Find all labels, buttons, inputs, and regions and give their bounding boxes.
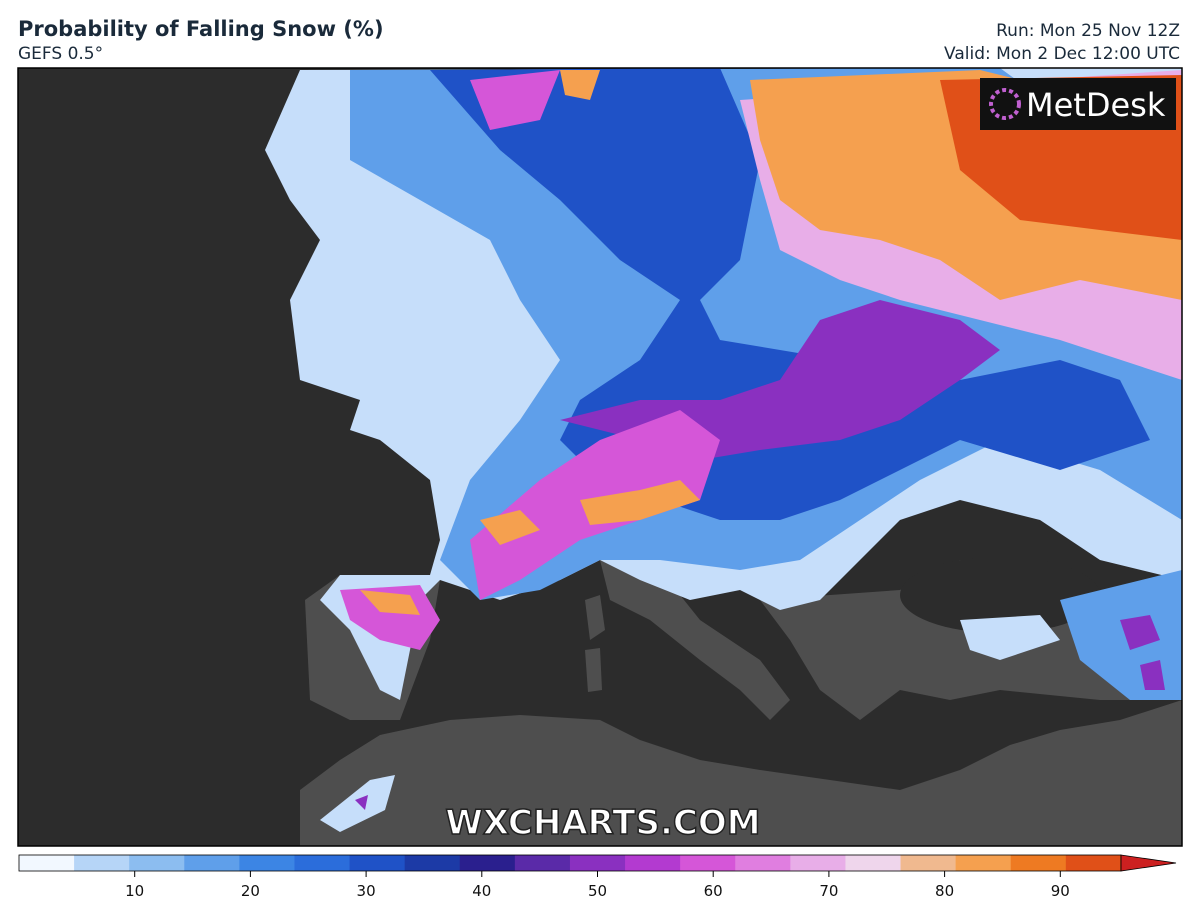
colorbar-tick-label: 80: [935, 882, 954, 900]
logo-box: [980, 78, 1176, 130]
colorbar-swatch: [459, 855, 516, 871]
logo: MetDesk: [1026, 86, 1166, 124]
colorbar-arrow: [1120, 854, 1177, 872]
colorbar-swatch: [955, 855, 1012, 871]
colorbar-swatch: [1065, 855, 1122, 871]
snow-purple: [355, 795, 368, 810]
colorbar-swatch: [735, 855, 791, 871]
colorbar-tick-label: 20: [241, 882, 260, 900]
colorbar-swatch: [239, 855, 295, 871]
colorbar-swatch: [845, 855, 902, 871]
map: MetDesk WXCHARTS.COM: [18, 68, 1182, 846]
colorbar-tick-label: 70: [819, 882, 838, 900]
colorbar-swatch: [129, 855, 185, 871]
model: GEFS 0.5°: [18, 44, 103, 64]
colorbar-swatch: [184, 855, 240, 871]
colorbar-swatch: [1010, 855, 1067, 871]
colorbar-swatch: [404, 855, 461, 871]
colorbar-tick-label: 10: [125, 882, 144, 900]
colorbar-tick-label: 30: [357, 882, 376, 900]
snow-low: [320, 615, 1060, 832]
colorbar-tick-label: 90: [1051, 882, 1070, 900]
colorbar-swatch: [625, 855, 681, 871]
snow-purple: [1120, 615, 1165, 690]
colorbar-swatch: [680, 855, 736, 871]
map-frame: [17, 67, 1183, 847]
logo-icon: [989, 88, 1021, 120]
run: Run: Mon 25 Nov 12Z: [996, 21, 1180, 41]
colorbar: 10 20 30 40 50 60 70 80 90: [18, 854, 1177, 900]
snow-high: [430, 68, 1150, 520]
black-sea: [900, 557, 1100, 633]
land: [300, 700, 1182, 846]
title: Probability of Falling Snow (%): [18, 17, 384, 41]
land: [600, 560, 790, 720]
valid: Valid: Mon 2 Dec 12:00 UTC: [944, 44, 1180, 64]
colorbar-swatch: [19, 855, 75, 871]
colorbar-swatch: [514, 855, 571, 871]
snow-orange: [360, 70, 1182, 615]
colorbar-swatch: [74, 855, 130, 871]
colorbar-tick-label: 40: [472, 882, 491, 900]
colorbar-swatch: [790, 855, 846, 871]
watermark: WXCHARTS.COM: [445, 803, 760, 843]
land: [585, 595, 605, 692]
colorbar-swatch: [900, 855, 957, 871]
colorbar-swatch: [349, 855, 406, 871]
colorbar-tick-label: 60: [704, 882, 723, 900]
colorbar-swatch: [569, 855, 626, 871]
colorbar-tick-label: 50: [588, 882, 607, 900]
colorbar-outline: [18, 854, 1122, 872]
colorbar-swatch: [294, 855, 351, 871]
